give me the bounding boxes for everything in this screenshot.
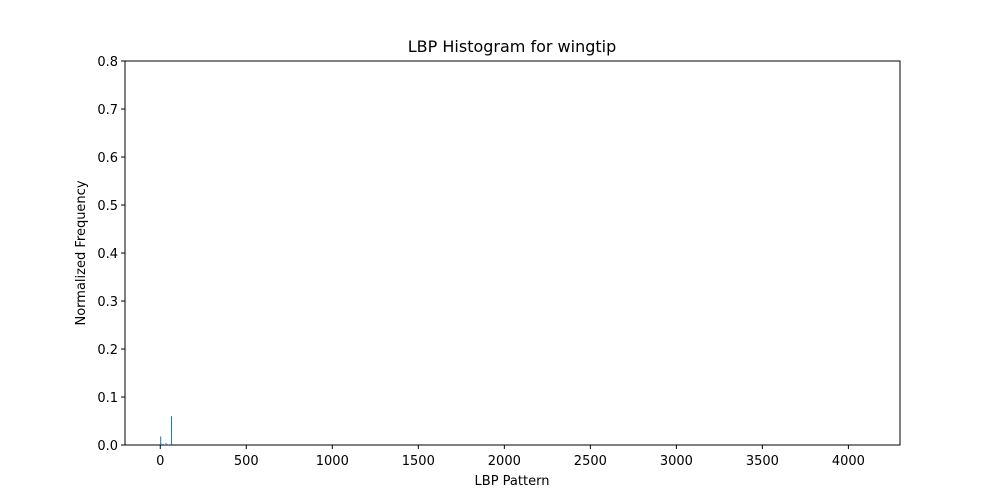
x-tick-label: 1500 — [402, 454, 435, 469]
x-axis-title: LBP Pattern — [475, 474, 550, 489]
y-tick-label: 0.3 — [97, 295, 118, 310]
plot-area — [124, 60, 901, 446]
histogram-bar — [165, 444, 167, 445]
x-tick-label: 1000 — [316, 454, 349, 469]
y-tick-label: 0.4 — [97, 247, 118, 262]
x-axis: 0 500 1000 1500 2000 2500 3000 3500 4000 — [156, 445, 865, 469]
y-axis-title: Normalized Frequency — [74, 180, 89, 325]
y-tick-label: 0.7 — [97, 103, 118, 118]
y-tick-label: 0.1 — [97, 391, 118, 406]
bars-group — [160, 416, 173, 445]
y-tick-label: 0.2 — [97, 343, 118, 358]
x-tick-label: 2000 — [488, 454, 521, 469]
x-tick-label: 3000 — [660, 454, 693, 469]
histogram-bar — [160, 444, 162, 445]
x-tick-label: 3500 — [746, 454, 779, 469]
histogram-bar — [165, 443, 167, 445]
histogram-bar — [160, 436, 162, 445]
chart-title: LBP Histogram for wingtip — [408, 37, 617, 56]
x-tick-label: 2500 — [574, 454, 607, 469]
x-tick-label: 0 — [156, 454, 164, 469]
x-tick-label: 500 — [234, 454, 259, 469]
histogram-bar — [171, 416, 173, 445]
y-tick-label: 0.6 — [97, 151, 118, 166]
x-tick-label: 4000 — [832, 454, 865, 469]
y-tick-label: 0.5 — [97, 199, 118, 214]
histogram-bar — [169, 444, 171, 445]
y-tick-label: 0.0 — [97, 439, 118, 454]
histogram-bar — [162, 444, 164, 445]
y-tick-label: 0.8 — [97, 55, 118, 70]
plot-frame — [124, 60, 901, 446]
y-axis: 0.0 0.1 0.2 0.3 0.4 0.5 0.6 0.7 0.8 — [97, 55, 125, 454]
